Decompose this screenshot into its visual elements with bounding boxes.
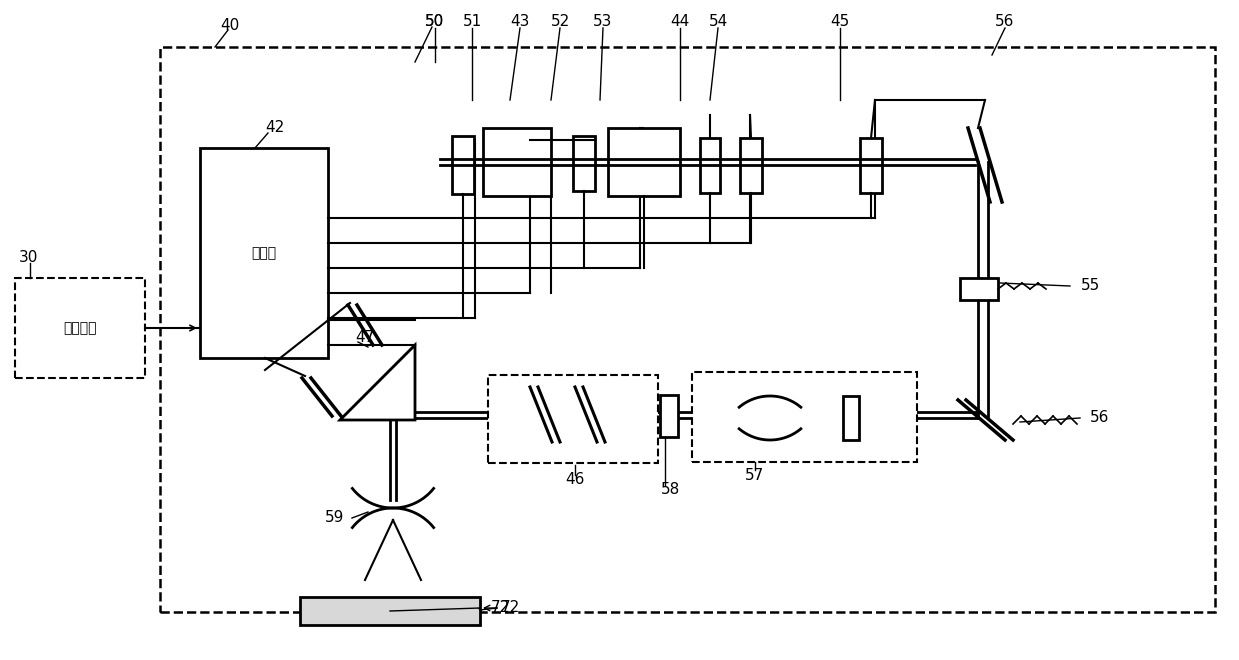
Bar [483, 128, 551, 196]
Bar [960, 278, 997, 300]
Text: 72: 72 [491, 601, 509, 616]
Text: 50: 50 [425, 15, 445, 30]
Bar [740, 138, 762, 193]
Text: 控制终端: 控制终端 [63, 321, 97, 335]
Text: 59: 59 [326, 510, 344, 525]
Bar [199, 148, 328, 358]
Text: 45: 45 [830, 15, 850, 30]
Text: 56: 56 [1090, 411, 1110, 426]
Text: 56: 56 [995, 15, 1015, 30]
Bar [608, 128, 680, 196]
Text: 控制器: 控制器 [252, 246, 276, 260]
Bar [700, 138, 720, 193]
Bar [160, 47, 1215, 612]
Bar [660, 395, 678, 437]
Bar [843, 396, 859, 440]
Text: 50: 50 [425, 15, 445, 30]
Text: 43: 43 [510, 15, 530, 30]
Text: 42: 42 [265, 121, 285, 135]
Text: 58: 58 [660, 482, 680, 498]
Text: 72: 72 [501, 601, 519, 616]
Text: 46: 46 [565, 473, 585, 488]
Text: 53: 53 [593, 15, 613, 30]
Text: 47: 47 [356, 329, 374, 345]
Bar [300, 597, 479, 625]
Text: 54: 54 [709, 15, 727, 30]
Bar [488, 375, 658, 463]
Bar [452, 136, 475, 194]
Text: 57: 57 [746, 467, 764, 482]
Text: 30: 30 [19, 251, 37, 265]
Bar [693, 372, 917, 462]
Text: 40: 40 [221, 18, 239, 32]
Bar [860, 138, 882, 193]
Bar [15, 278, 145, 378]
Text: 52: 52 [550, 15, 570, 30]
Text: 55: 55 [1080, 279, 1100, 294]
Text: 51: 51 [462, 15, 482, 30]
Bar [572, 136, 595, 191]
Text: 44: 44 [670, 15, 690, 30]
